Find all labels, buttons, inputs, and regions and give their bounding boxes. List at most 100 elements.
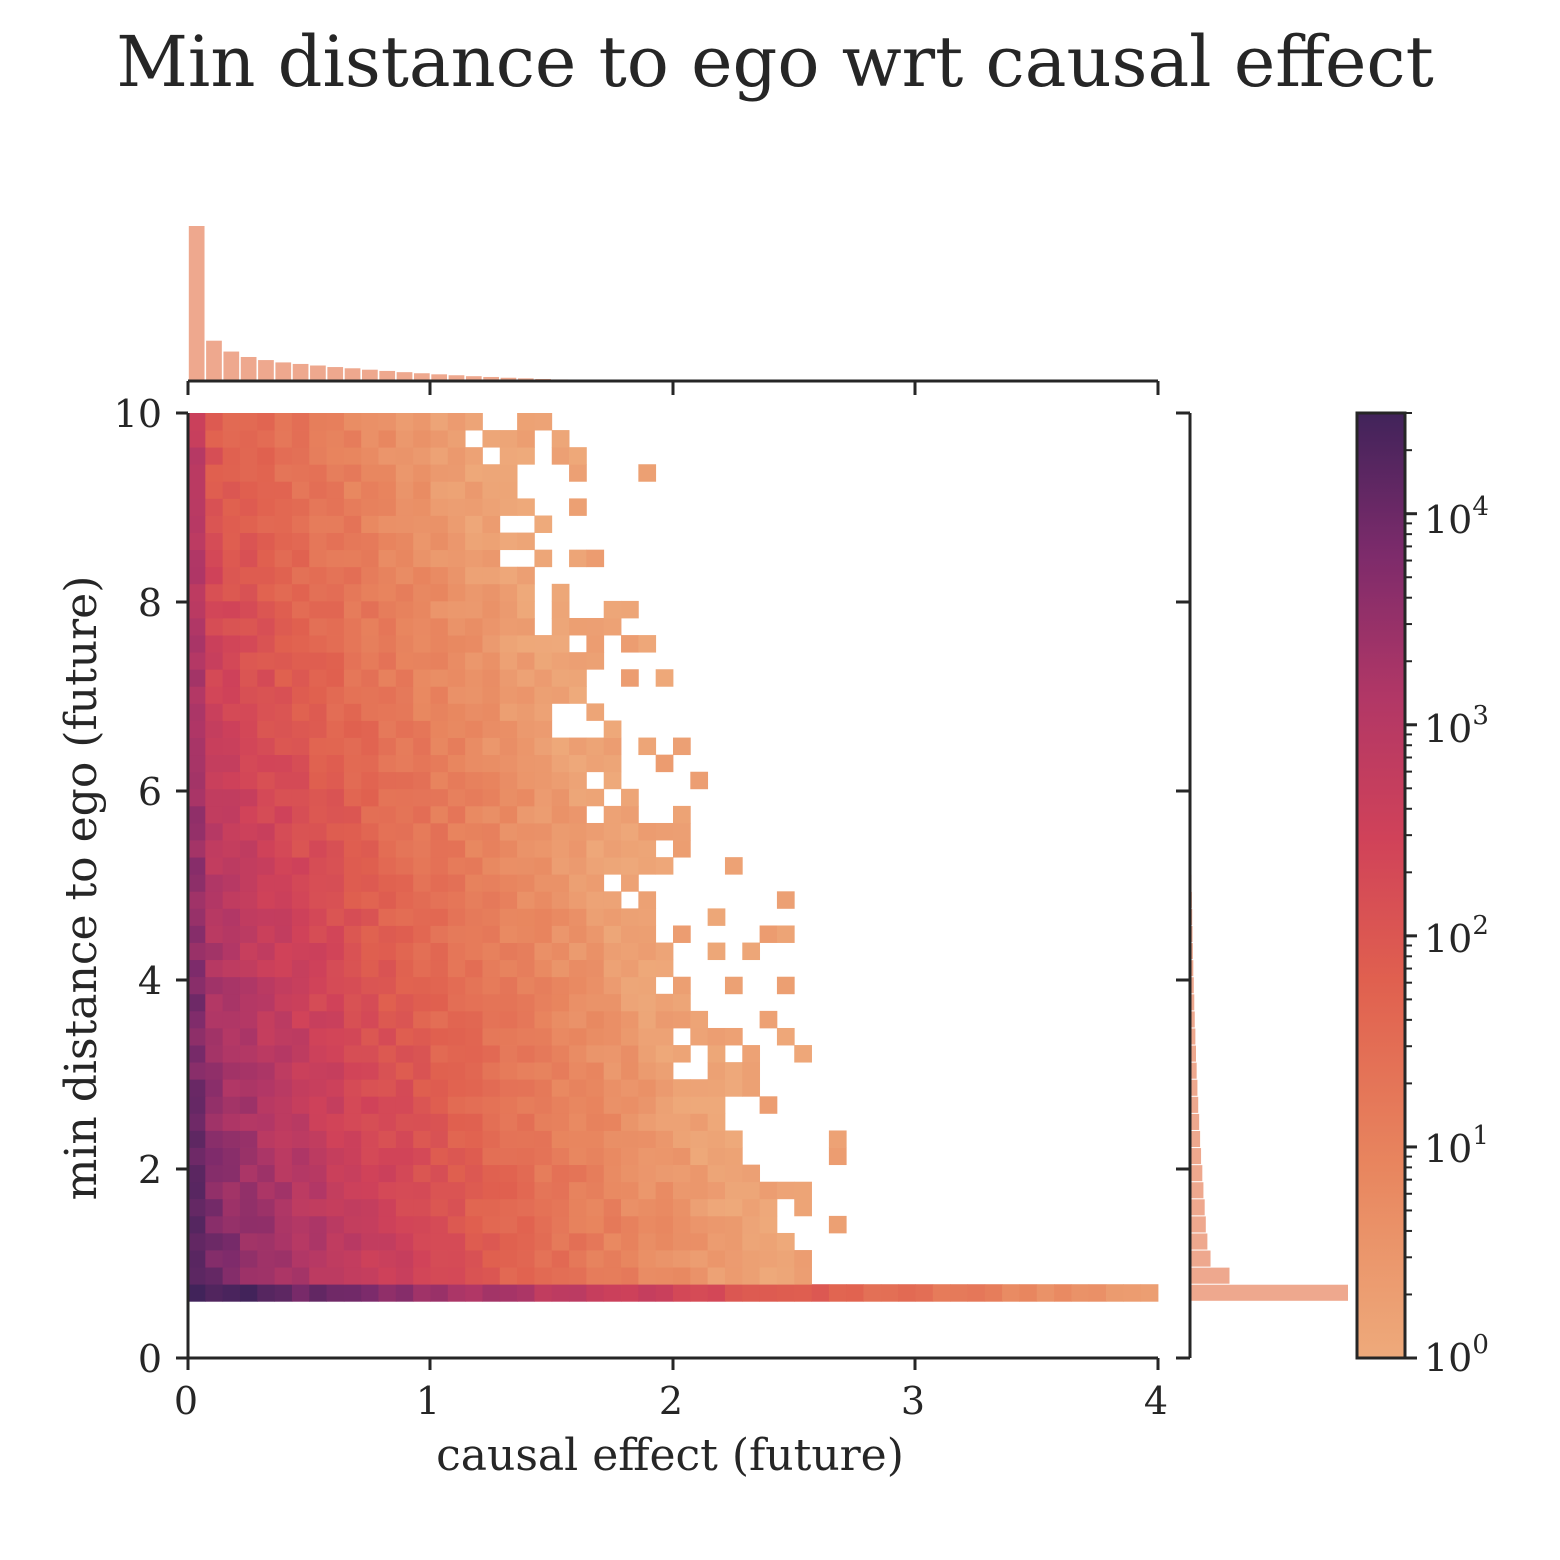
heatmap-cell [222,959,241,978]
heatmap-cell [707,1215,726,1234]
heatmap-cell [499,822,518,841]
heatmap-cell [326,874,345,892]
x-axis-label: causal effect (future) [436,1430,904,1481]
heatmap-cell [378,635,397,653]
heatmap-cell [222,1045,241,1063]
heatmap-cell [188,566,206,585]
top-marginal-bar [362,369,378,381]
heatmap-cell [257,1010,276,1029]
heatmap-cell [586,737,605,756]
heatmap-cell [222,1130,241,1148]
heatmap-cell [569,1284,587,1302]
heatmap-cell [291,1045,310,1063]
heatmap-cell [569,771,587,790]
heatmap-cell [499,1062,518,1080]
top-marginal-bar [275,362,292,381]
heatmap-cell [569,976,587,995]
y-tick-label: 8 [138,581,162,625]
heatmap-cell [482,891,501,909]
heatmap-cell [291,413,310,431]
heatmap-cell [517,1181,535,1200]
heatmap-cell [603,617,622,636]
heatmap-cell [517,652,535,670]
heatmap-cell [309,1079,327,1097]
heatmap-cell [569,891,587,909]
heatmap-cell [1036,1284,1055,1302]
top-marginal-bar [292,363,309,381]
heatmap-cell [309,737,327,756]
heatmap-cell [291,959,310,978]
heatmap-cell [517,891,535,909]
heatmap-cell [465,1096,483,1114]
heatmap-cell [326,583,345,602]
heatmap-cell [569,1164,587,1183]
heatmap-cell [447,532,466,551]
heatmap-cell [378,447,397,465]
heatmap-cell [482,583,501,602]
heatmap-cell [395,617,414,636]
heatmap-cell [378,1096,397,1114]
heatmap-cell [205,1250,224,1268]
heatmap-cell [638,840,657,858]
heatmap-cell [361,600,379,619]
heatmap-cell [534,669,553,687]
heatmap-cell [465,891,483,909]
x-tick-label: 0 [174,1379,198,1423]
heatmap-cell [569,1010,587,1029]
heatmap-cell [413,1250,431,1268]
heatmap-cell [257,1164,276,1183]
heatmap-cell [378,669,397,687]
heatmap-cell [517,822,535,841]
heatmap-cell [361,686,379,704]
heatmap-cell [361,703,379,721]
heatmap-cell [395,430,414,448]
heatmap-cell [291,1267,310,1285]
heatmap-cell [638,925,657,943]
heatmap-cell [413,430,431,448]
heatmap-cell [447,840,466,858]
heatmap-cell [257,652,276,670]
heatmap-cell [638,1010,657,1029]
heatmap-cell [742,1062,761,1080]
heatmap-cell [603,1147,622,1166]
heatmap-cell [291,1027,310,1046]
heatmap-cell [413,805,431,824]
heatmap-cell [603,805,622,824]
heatmap-cell [534,1181,553,1200]
heatmap-cell [326,430,345,448]
heatmap-cell [205,857,224,875]
heatmap-cell [274,583,293,602]
heatmap-cell [499,908,518,926]
heatmap-cell [517,703,535,721]
heatmap-cell [430,959,449,978]
heatmap-cell [638,1164,657,1183]
heatmap-cell [447,464,466,482]
heatmap-cell [534,857,553,875]
heatmap-cell [395,805,414,824]
heatmap-cell [447,925,466,943]
heatmap-cell [465,1232,483,1251]
heatmap-cell [759,1181,778,1200]
heatmap-cell [569,1027,587,1046]
heatmap-cell [724,1215,743,1234]
heatmap-cell [291,754,310,773]
x-tick-label: 4 [1144,1379,1168,1423]
heatmap-cell [361,549,379,568]
heatmap-cell [413,874,431,892]
heatmap-cell [343,413,362,431]
heatmap-cell [690,1232,709,1251]
top-marginal-bar [327,367,344,381]
heatmap-cell [309,430,327,448]
heatmap-cell [586,857,605,875]
heatmap-cell [430,1232,449,1251]
heatmap-cell [655,1198,674,1217]
heatmap-cell [395,925,414,943]
heatmap-cell [586,976,605,995]
heatmap-cell [447,993,466,1012]
heatmap-cell [188,874,206,892]
heatmap-cell [239,532,258,551]
heatmap-cell [257,481,276,499]
heatmap-cell [499,532,518,551]
heatmap-cell [343,891,362,909]
heatmap-cell [447,771,466,790]
